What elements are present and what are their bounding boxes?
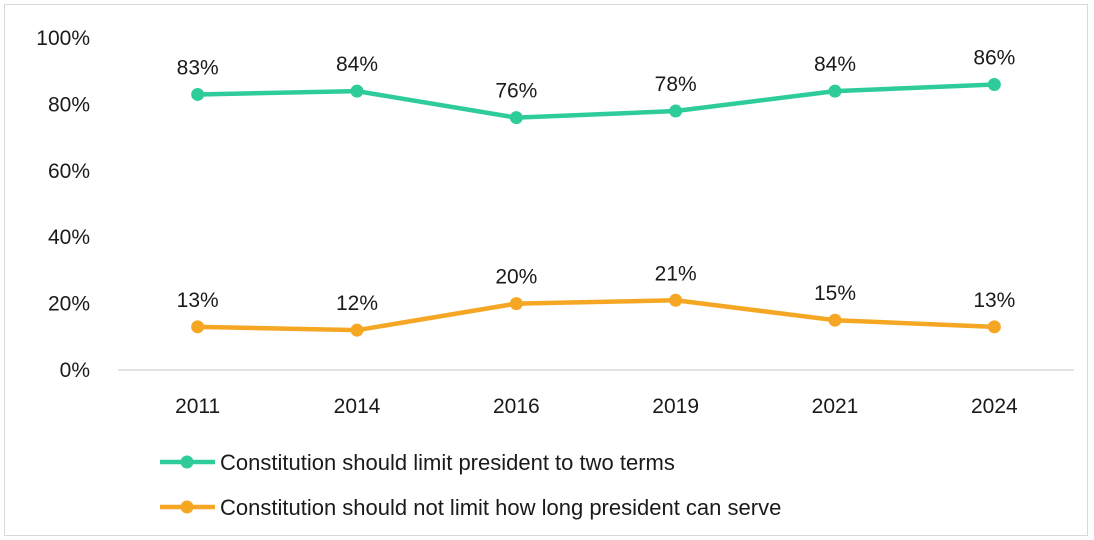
data-label: 13% bbox=[177, 289, 219, 312]
data-label: 84% bbox=[814, 53, 856, 76]
data-labels: 83% 84% 76% 78% 84% 86% 13% 12% 20% 21% 15% 13% bbox=[177, 46, 1016, 315]
data-point bbox=[669, 104, 683, 118]
y-axis-tick-labels: 0% 20% 40% 60% 80% 100% bbox=[36, 27, 90, 382]
data-label: 83% bbox=[177, 56, 219, 79]
legend-label: Constitution should not limit how long p… bbox=[220, 495, 781, 520]
data-point bbox=[669, 293, 683, 307]
data-point bbox=[987, 77, 1001, 91]
data-label: 20% bbox=[495, 266, 537, 289]
y-tick-label: 20% bbox=[48, 293, 90, 316]
series-points bbox=[191, 77, 1001, 337]
data-point bbox=[509, 111, 523, 125]
data-point bbox=[828, 313, 842, 327]
x-axis-tick-labels: 2011 2014 2016 2019 2021 2024 bbox=[175, 395, 1018, 418]
legend: Constitution should limit president to t… bbox=[160, 450, 781, 520]
legend-swatch-marker bbox=[180, 500, 194, 514]
data-label: 78% bbox=[655, 73, 697, 96]
y-tick-label: 40% bbox=[48, 226, 90, 249]
data-label: 13% bbox=[973, 289, 1015, 312]
data-point bbox=[350, 84, 364, 98]
y-tick-label: 80% bbox=[48, 93, 90, 116]
legend-label: Constitution should limit president to t… bbox=[220, 450, 675, 475]
data-label: 15% bbox=[814, 282, 856, 305]
legend-swatch-marker bbox=[180, 455, 194, 469]
chart-frame bbox=[4, 4, 1088, 536]
series-line-1 bbox=[195, 82, 997, 120]
series-line-2 bbox=[195, 298, 997, 333]
data-label: 12% bbox=[336, 292, 378, 315]
data-point bbox=[191, 320, 205, 334]
x-tick-label: 2016 bbox=[493, 395, 540, 418]
data-point bbox=[828, 84, 842, 98]
y-tick-label: 0% bbox=[60, 359, 90, 382]
data-label: 84% bbox=[336, 53, 378, 76]
x-tick-label: 2021 bbox=[812, 395, 859, 418]
data-point bbox=[350, 323, 364, 337]
x-tick-label: 2011 bbox=[175, 395, 220, 418]
data-point bbox=[191, 87, 205, 101]
series-lines bbox=[195, 82, 997, 333]
y-tick-label: 60% bbox=[48, 160, 90, 183]
data-point bbox=[987, 320, 1001, 334]
data-point bbox=[509, 297, 523, 311]
data-label: 86% bbox=[973, 46, 1015, 69]
x-tick-label: 2014 bbox=[334, 395, 381, 418]
data-label: 21% bbox=[655, 262, 697, 285]
x-tick-label: 2024 bbox=[971, 395, 1018, 418]
x-tick-label: 2019 bbox=[652, 395, 699, 418]
y-tick-label: 100% bbox=[36, 27, 90, 50]
data-label: 76% bbox=[495, 80, 537, 103]
